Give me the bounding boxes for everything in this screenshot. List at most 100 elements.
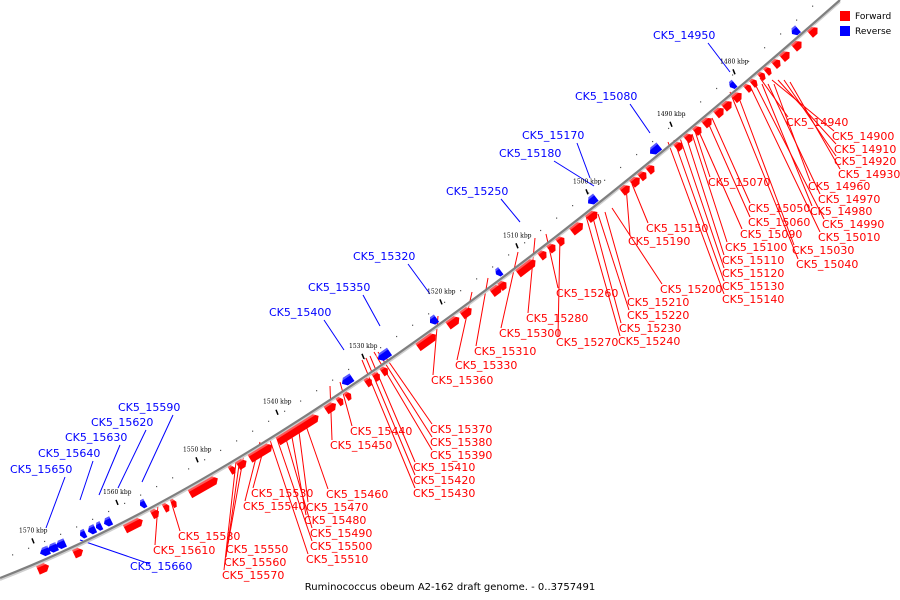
tick-mark: [115, 499, 119, 506]
minor-tick: [124, 502, 126, 505]
forward-leader: [693, 127, 711, 178]
genome-backbone: [0, 0, 841, 581]
gene-arrow: [779, 51, 790, 63]
minor-tick: [764, 47, 766, 49]
forward-gene: [122, 516, 143, 534]
forward-leader: [500, 251, 519, 329]
gene-arrow: [371, 372, 381, 382]
gene-arrow: [763, 66, 772, 76]
gene-arrow: [637, 171, 647, 182]
gene-highlight: [227, 463, 234, 469]
tick-label: 1530 kbp: [349, 343, 378, 350]
forward-gene-label: CK5_15570: [222, 569, 284, 582]
gene-highlight: [235, 457, 246, 464]
gene-arrow: [429, 314, 440, 325]
forward-gene: [555, 234, 565, 247]
gene-highlight: [459, 304, 471, 314]
forward-leader: [283, 431, 313, 529]
legend-forward-label: Forward: [855, 12, 891, 22]
forward-gene: [515, 256, 536, 278]
reverse-leader: [323, 319, 345, 351]
gene-arrow: [275, 414, 319, 446]
gene-arrow: [48, 541, 59, 553]
minor-tick: [540, 229, 542, 232]
forward-gene-label: CK5_15370: [430, 423, 492, 436]
forward-gene: [275, 412, 319, 446]
forward-gene: [645, 162, 655, 175]
gene-highlight: [339, 373, 351, 382]
reverse-gene: [789, 25, 801, 36]
forward-gene: [371, 370, 381, 382]
tick-mark: [515, 243, 519, 249]
forward-leader: [789, 81, 841, 170]
gene-highlight: [629, 174, 639, 183]
forward-leader: [591, 213, 622, 324]
gene-highlight: [54, 538, 65, 545]
reverse-leader: [141, 414, 174, 483]
forward-gene: [323, 400, 337, 415]
forward-gene-label: CK5_15130: [722, 280, 784, 293]
gene-arrow: [187, 476, 218, 499]
forward-gene-label: CK5_15560: [224, 556, 286, 569]
gene-highlight: [445, 313, 458, 324]
forward-gene: [445, 313, 460, 330]
forward-gene: [637, 169, 647, 182]
forward-gene: [72, 546, 84, 559]
gene-highlight: [36, 561, 49, 569]
gene-highlight: [335, 395, 342, 401]
gene-arrow: [378, 347, 393, 361]
gene-highlight: [247, 441, 271, 457]
gene-highlight: [789, 25, 797, 33]
minor-tick: [140, 494, 142, 496]
reverse-leader: [707, 42, 731, 73]
forward-gene: [169, 497, 177, 509]
gene-arrow: [683, 133, 693, 144]
minor-tick: [588, 192, 590, 194]
gene-arrow: [721, 100, 732, 112]
gene-highlight: [122, 516, 142, 528]
forward-leader: [679, 137, 725, 269]
forward-gene-label: CK5_15230: [619, 322, 681, 335]
forward-gene: [771, 56, 781, 69]
reverse-gene-label: CK5_15640: [38, 447, 100, 460]
forward-gene: [757, 70, 766, 81]
minor-tick: [332, 379, 334, 381]
forward-leader: [289, 425, 307, 516]
gene-highlight: [757, 70, 763, 76]
reverse-gene: [727, 79, 738, 89]
forward-gene-label: CK5_15330: [455, 359, 517, 372]
gene-arrow: [749, 78, 758, 88]
reverse-gene-label: CK5_15350: [308, 281, 370, 294]
gene-arrow: [645, 164, 655, 175]
legend-reverse-swatch: [840, 26, 850, 36]
reverse-leader: [553, 160, 595, 187]
gene-highlight: [149, 507, 158, 513]
forward-gene-label: CK5_15310: [474, 345, 536, 358]
forward-gene-label: CK5_15390: [430, 449, 492, 462]
forward-leader: [761, 83, 813, 207]
reverse-leader: [79, 539, 151, 565]
gene-highlight: [807, 24, 816, 33]
forward-gene: [497, 278, 507, 291]
forward-leader: [631, 183, 649, 224]
reverse-gene-label: CK5_15630: [65, 431, 127, 444]
gene-highlight: [701, 115, 711, 124]
forward-gene: [546, 241, 556, 254]
forward-gene-label: CK5_15410: [413, 461, 475, 474]
minor-tick: [460, 290, 462, 292]
gene-highlight: [187, 474, 217, 492]
reverse-gene-label: CK5_15080: [575, 90, 637, 103]
minor-tick: [364, 358, 366, 360]
forward-leader: [729, 91, 799, 260]
gene-arrow: [445, 316, 460, 330]
gene-highlight: [371, 370, 379, 377]
gene-arrow: [149, 508, 160, 520]
gene-highlight: [569, 219, 582, 231]
minor-tick: [92, 518, 94, 520]
gene-arrow: [161, 502, 170, 513]
tick-label: 1520 kbp: [427, 288, 456, 295]
gene-arrow: [415, 333, 436, 352]
forward-gene: [36, 561, 50, 575]
gene-arrow: [701, 117, 712, 129]
minor-tick: [700, 101, 702, 103]
